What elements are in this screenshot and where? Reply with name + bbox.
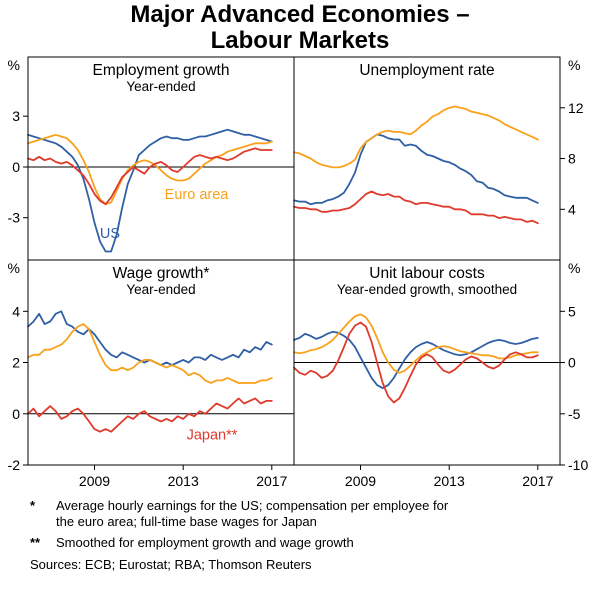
series-label-us: US (100, 226, 120, 242)
series-line-euro-area (293, 105, 539, 169)
y-tick-label: 4 (568, 201, 576, 217)
axis-unit-label: % (568, 260, 580, 276)
y-tick-label: 12 (568, 100, 584, 116)
series-line-us (27, 310, 273, 367)
panel-title: Employment growth (93, 62, 230, 79)
y-tick-label: -10 (568, 457, 588, 473)
series-line-japan (27, 397, 273, 433)
y-tick-label: 4 (12, 303, 20, 319)
axis-unit-label: % (8, 57, 20, 73)
series-line-euro-area (293, 313, 539, 374)
series-line-us (293, 330, 539, 390)
axis-unit-label: % (8, 260, 20, 276)
axis-unit-label: % (568, 57, 580, 73)
series-line-us (293, 133, 539, 206)
panel-title: Unit labour costs (369, 265, 485, 282)
series-line-euro-area (27, 323, 273, 384)
panel-subtitle: Year-ended growth, smoothed (337, 282, 517, 297)
series-line-japan (27, 147, 273, 206)
footnote-1: * Average hourly earnings for the US; co… (30, 498, 570, 530)
series-line-japan (293, 190, 539, 225)
x-tick-label: 2013 (168, 473, 199, 488)
panel-unemployment-rate: 12 8 4% Unemployment rate (293, 56, 584, 261)
chart-title-line1: Major Advanced Economies – (130, 1, 470, 28)
y-tick-label: 2 (12, 355, 20, 371)
series-line-us (27, 128, 273, 253)
y-tick-label: 0 (12, 406, 20, 422)
rba-chart-page: Major Advanced Economies – Labour Markets… (0, 2, 600, 573)
footnote-2-text: Smoothed for employment growth and wage … (56, 535, 354, 550)
y-tick-label: 8 (568, 151, 576, 167)
y-tick-label: -2 (8, 457, 21, 473)
footnotes: * Average hourly earnings for the US; co… (0, 488, 600, 572)
footnote-2-marker: ** (30, 535, 41, 550)
footnote-1-marker: * (30, 498, 36, 513)
panel-subtitle: Year-ended (126, 282, 195, 297)
footnote-2: ** Smoothed for employment growth and wa… (30, 535, 570, 551)
footnote-1-text: Average hourly earnings for the US; comp… (56, 498, 449, 529)
series-label-euro-area: Euro area (165, 187, 230, 203)
sources-line: Sources: ECB; Eurostat; RBA; Thomson Reu… (30, 557, 312, 572)
panel-border (293, 56, 561, 261)
x-tick-label: 2009 (79, 473, 110, 488)
panel-subtitle: Year-ended (126, 79, 195, 94)
y-tick-label: -5 (568, 406, 581, 422)
panel-wage-growth: 4 2 0 -2% 2009 2013 2017 Wage growth*Year-ended… (8, 259, 295, 488)
panel-title: Unemployment rate (359, 62, 494, 79)
chart-title: Major Advanced Economies – Labour Markets (0, 2, 600, 54)
panel-unit-labour-costs: 5 0 -5 -10% 2009 2013 2017 Unit labour costsYea… (293, 259, 588, 488)
y-tick-label: 0 (12, 159, 20, 175)
x-tick-label: 2013 (434, 473, 465, 488)
y-tick-label: 0 (568, 355, 576, 371)
series-label-japan: Japan** (187, 427, 238, 443)
x-tick-label: 2017 (522, 473, 553, 488)
series-line-euro-area (27, 133, 273, 206)
y-tick-label: -3 (8, 210, 21, 226)
series-line-japan (293, 321, 539, 404)
chart-title-line2: Labour Markets (210, 27, 390, 54)
x-tick-label: 2009 (345, 473, 376, 488)
x-tick-label: 2017 (256, 473, 287, 488)
panel-title: Wage growth* (113, 265, 210, 282)
y-tick-label: 3 (12, 108, 20, 124)
y-tick-label: 5 (568, 303, 576, 319)
